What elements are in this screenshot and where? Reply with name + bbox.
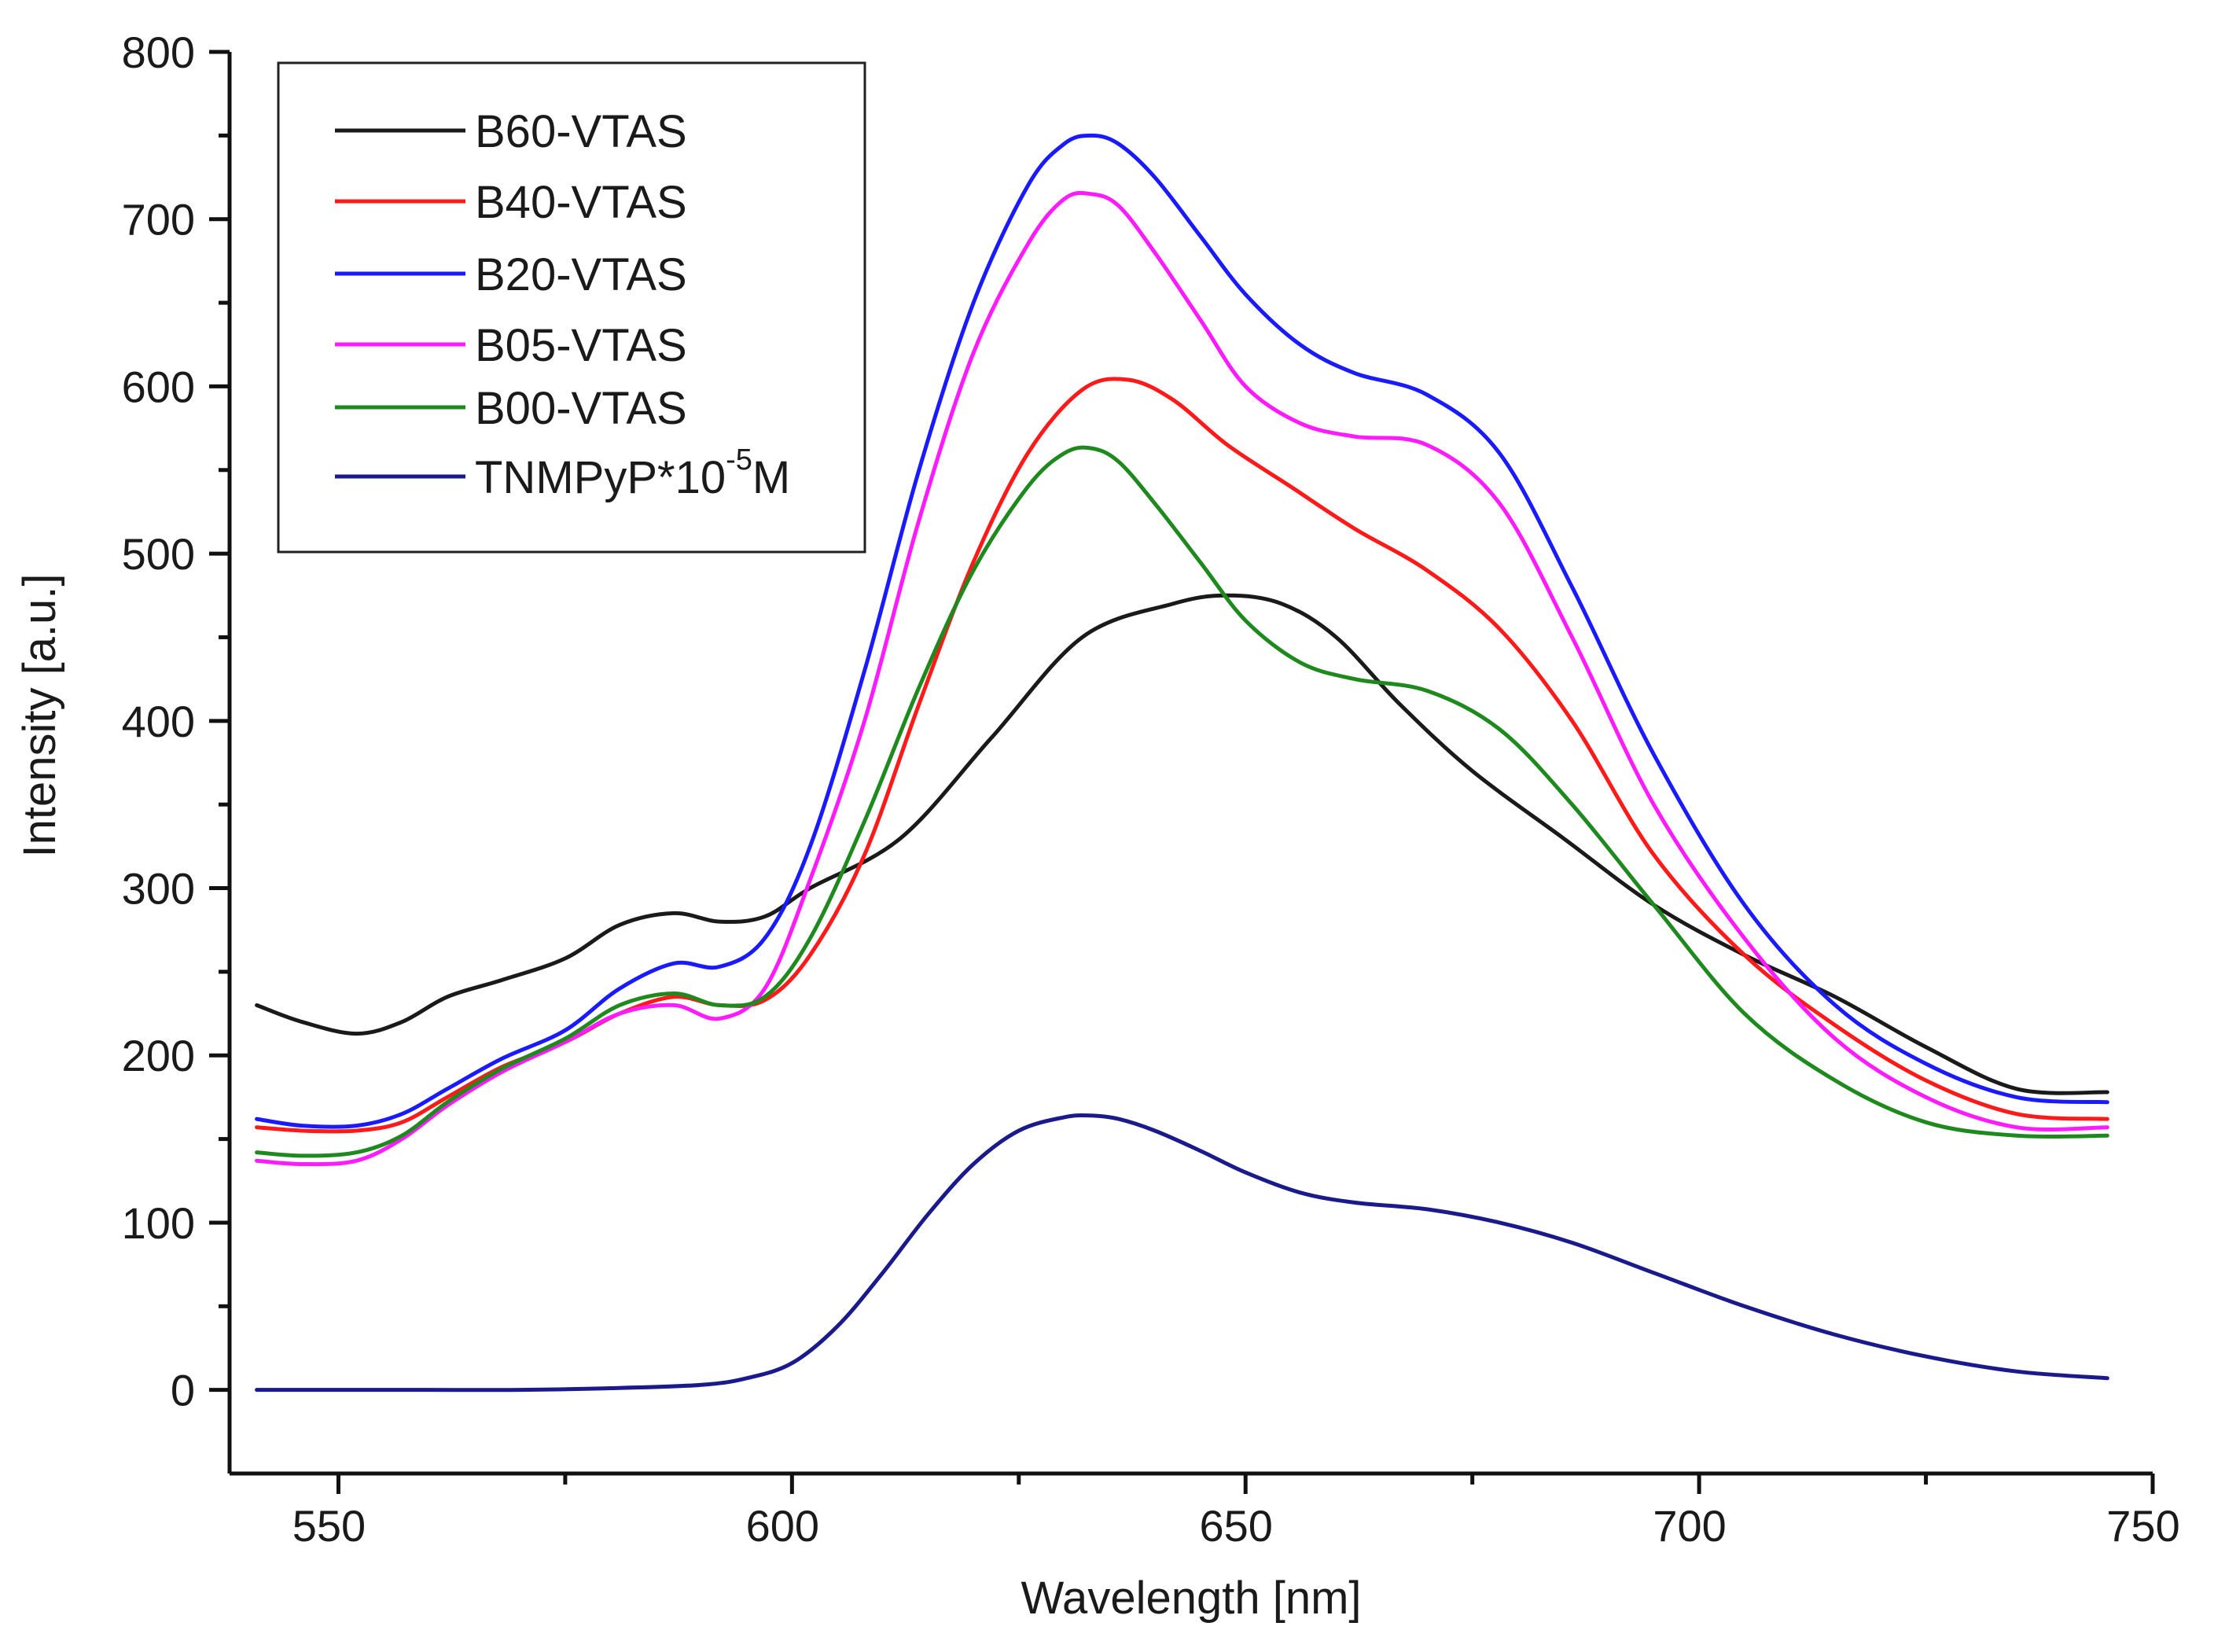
y-tick-label: 800 [122,28,195,77]
y-tick-label: 600 [122,362,195,411]
y-tick-label: 0 [171,1366,195,1415]
legend: B60-VTAS B40-VTAS B20-VTAS B05-VTAS B00-VTAS… [277,61,866,554]
series-line-4 [255,190,2109,1167]
legend-label: B20-VTAS [475,249,687,300]
legend-label: B00-VTAS [475,383,687,434]
series-line-1 [255,593,2109,1095]
legend-label: B05-VTAS [475,320,687,371]
y-tick-label: 700 [122,195,195,245]
series-line-6 [255,1113,2109,1393]
series-line-3 [255,133,2109,1129]
legend-box [277,61,866,554]
legend-label: B40-VTAS [475,177,687,228]
x-tick-label: 600 [746,1501,819,1551]
y-tick-label: 500 [122,529,195,579]
series-group [255,133,2109,1393]
legend-label: B60-VTAS [475,106,687,157]
legend-superscript: -5 [726,443,752,476]
y-axis-title: Intensity [a.u.] [14,573,65,857]
y-tick-label: 400 [122,697,195,746]
x-tick-label: 650 [1200,1501,1273,1551]
y-tick-label: 300 [122,864,195,914]
x-tick-label: 700 [1653,1501,1726,1551]
x-axis-title: Wavelength [nm] [1021,1573,1361,1624]
series-line-5 [255,445,2109,1158]
legend-suffix: M [752,452,790,503]
x-tick-label: 550 [292,1501,366,1551]
y-tick-label: 100 [122,1198,195,1248]
x-tick-label: 750 [2106,1501,2179,1551]
axes-group: 0 100 200 300 400 500 600 700 800 550 600 650 700 750 [122,28,2180,1551]
y-tick-label: 200 [122,1031,195,1080]
